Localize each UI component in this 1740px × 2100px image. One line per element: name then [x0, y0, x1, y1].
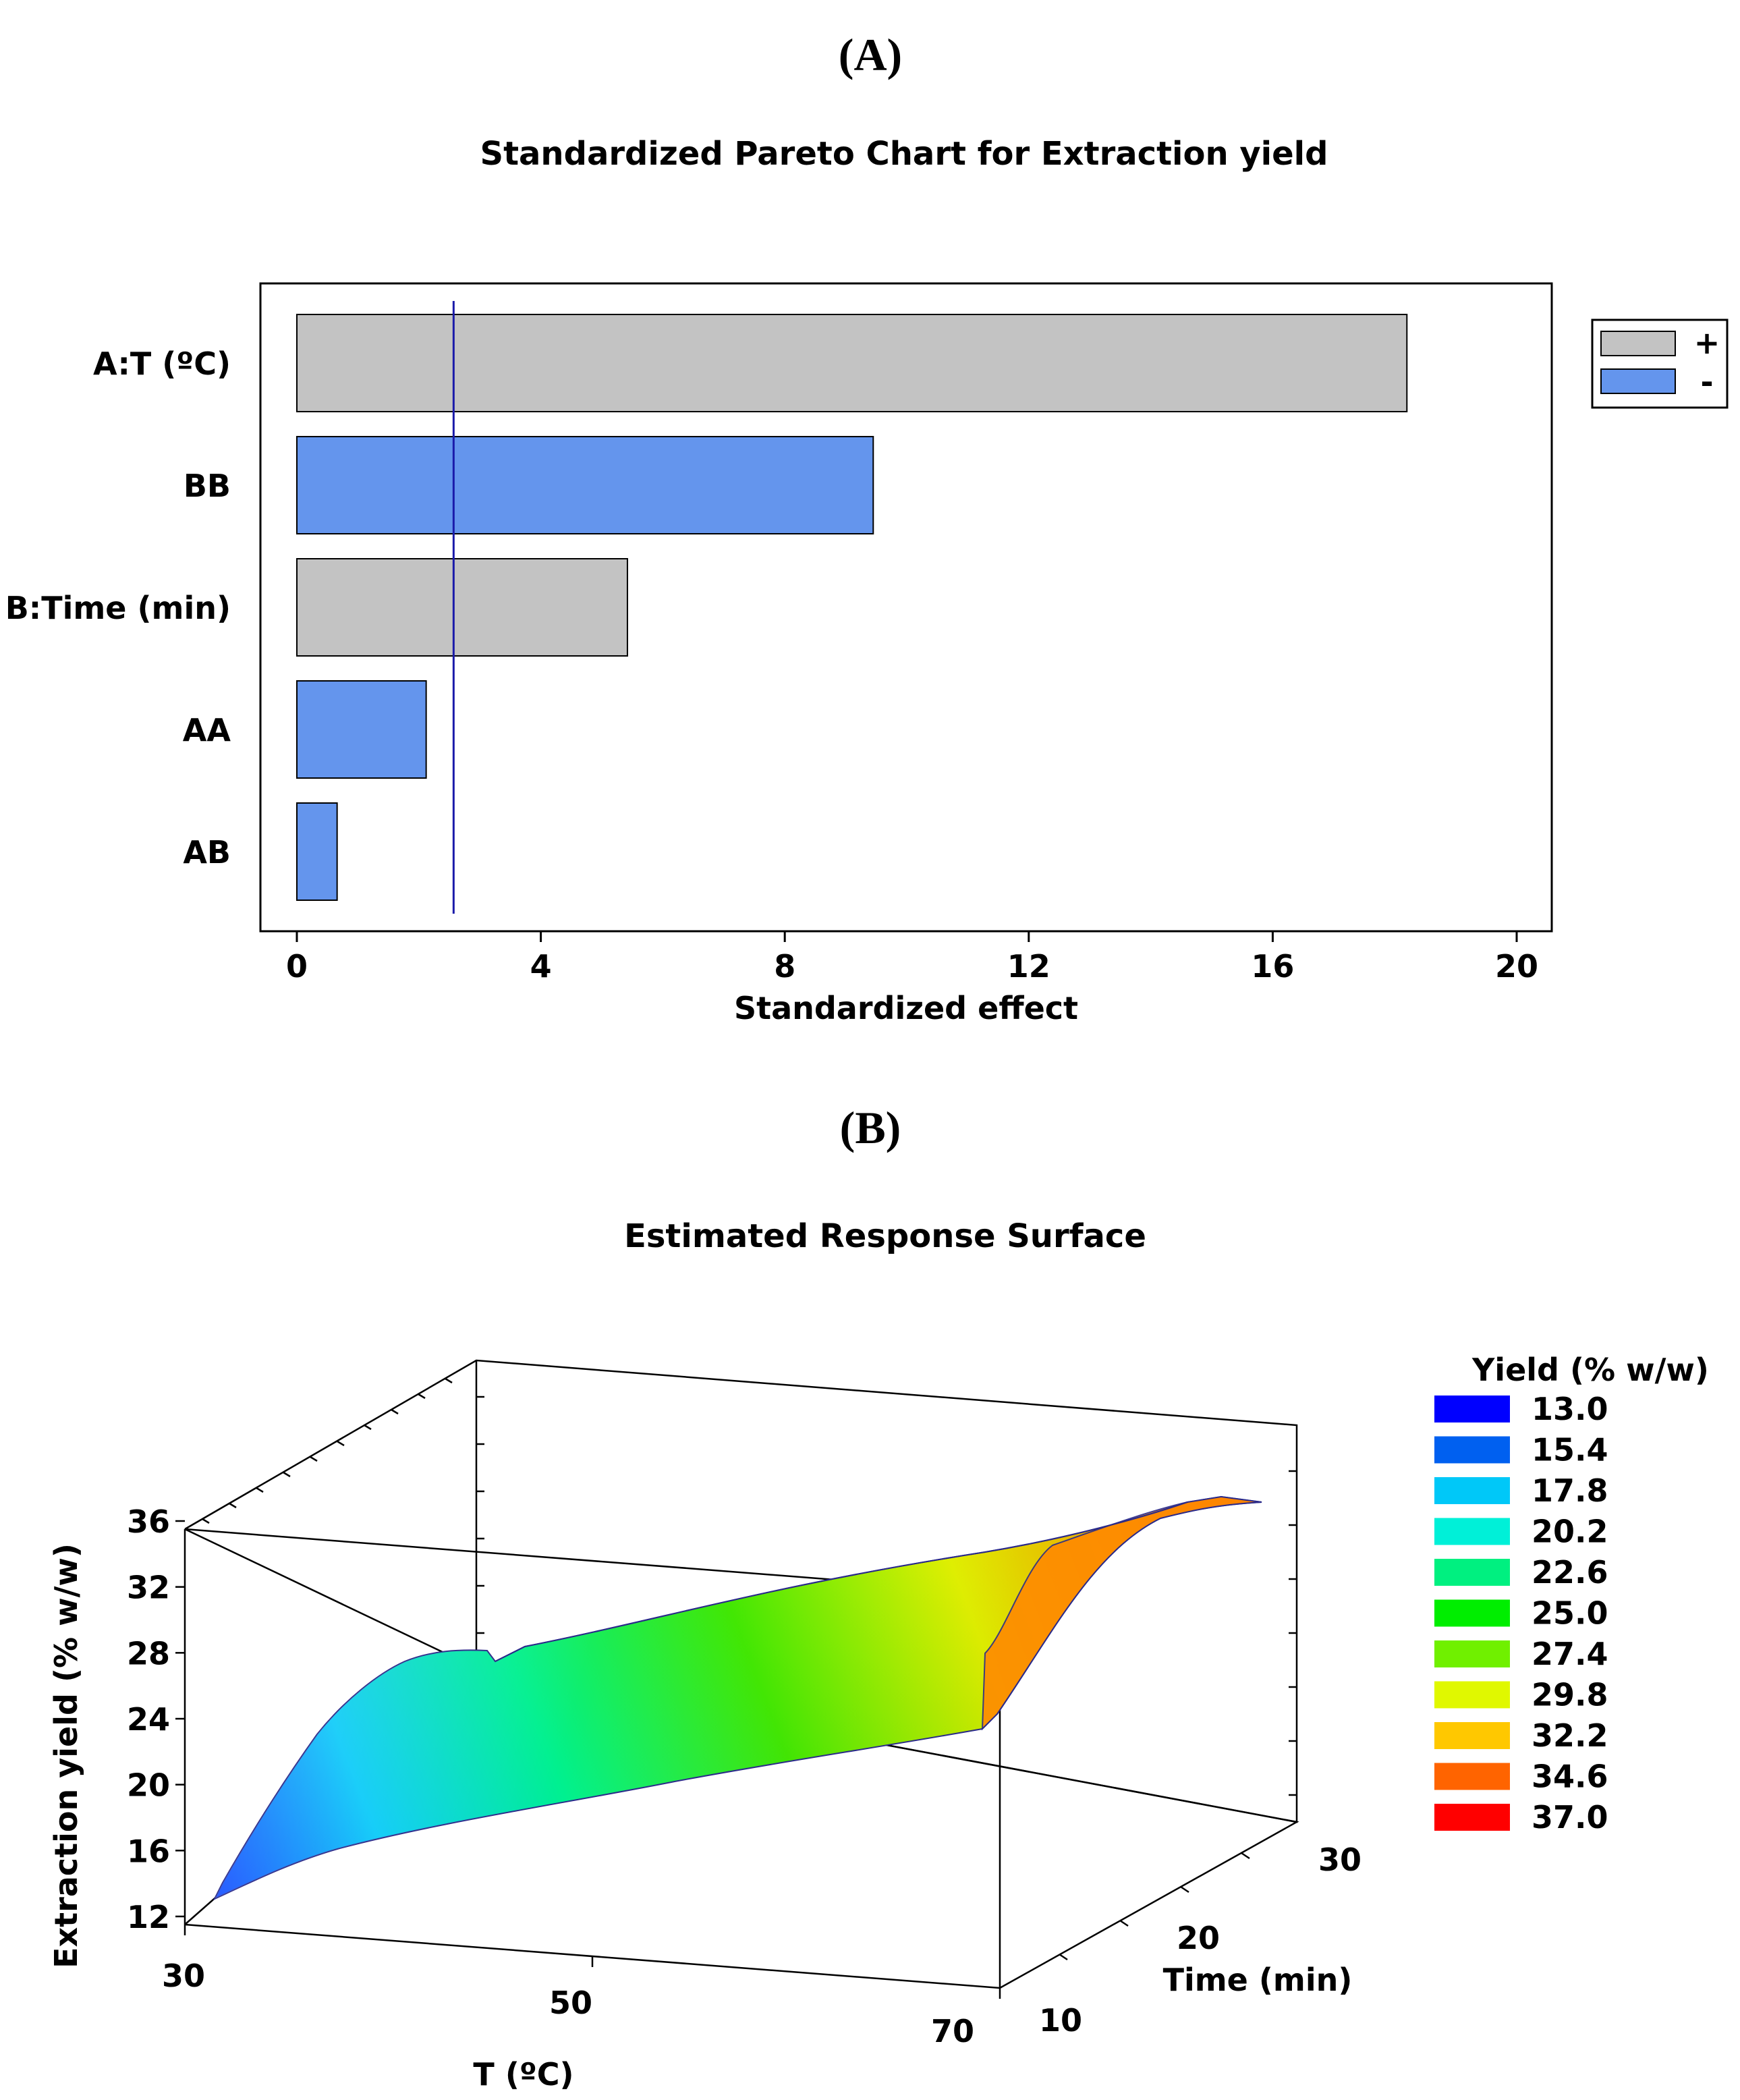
legend-swatch-positive: [1600, 331, 1676, 356]
surface-z-axis-label: Extraction yield (% w/w): [48, 1543, 84, 1968]
pareto-legend: + -: [1591, 319, 1729, 409]
surface-z-tick-label: 28: [127, 1635, 170, 1671]
surface-legend-swatch-0: [1434, 1396, 1510, 1422]
surface-shading: [215, 1497, 1262, 1899]
box-back-panel: [184, 1359, 1298, 1823]
pareto-bar-2: [296, 558, 628, 657]
pareto-panel: (A) Standardized Pareto Chart for Extrac…: [5, 29, 1729, 1026]
pareto-bar-0: [296, 314, 1408, 412]
pareto-x-tick-label: 16: [1251, 948, 1294, 985]
surface-legend-swatch-3: [1434, 1518, 1510, 1545]
surface-color-legend: Yield (% w/w) 13.0 15.4 17.8 20.2 22.6 25.0 27…: [1434, 1352, 1709, 1835]
pareto-bar-4: [296, 802, 338, 901]
pareto-x-ticks: 0 4 8 12 16 20: [286, 931, 1538, 985]
surface-z-tick-label: 36: [127, 1503, 170, 1540]
surface-x-tick-70: 70: [931, 2013, 974, 2049]
pareto-category-label-4: AB: [183, 834, 231, 871]
surface-legend-label-4: 22.6: [1532, 1554, 1608, 1591]
surface-y-tick-30: 30: [1318, 1842, 1362, 1878]
surface-legend-swatch-4: [1434, 1559, 1510, 1586]
pareto-category-labels: A:T (ºC) BB B:Time (min) AA AB: [5, 346, 231, 871]
pareto-category-label-1: BB: [184, 468, 231, 504]
panel-b-label: (B): [840, 1102, 901, 1153]
surface-legend-swatch-6: [1434, 1640, 1510, 1667]
pareto-x-tick-label: 12: [1007, 948, 1050, 985]
pareto-x-axis-label: Standardized effect: [734, 990, 1078, 1026]
surface-x-tick-50: 50: [549, 1985, 592, 2021]
pareto-category-label-2: B:Time (min): [5, 590, 231, 626]
pareto-bars: [296, 301, 1408, 914]
surface-right-face: [981, 1495, 1262, 1731]
pareto-x-tick-label: 0: [286, 948, 308, 985]
surface-legend-swatch-10: [1434, 1804, 1510, 1831]
surface-legend-label-5: 25.0: [1532, 1595, 1608, 1632]
pareto-category-label-0: A:T (ºC): [93, 346, 231, 382]
surface-z-tick-label: 16: [127, 1833, 170, 1869]
surface-y-tick-20: 20: [1177, 1920, 1220, 1956]
pareto-plot-frame: [259, 282, 1553, 933]
surface-legend-label-1: 15.4: [1532, 1432, 1608, 1468]
surface-legend-label-6: 27.4: [1532, 1636, 1608, 1672]
legend-label-negative: -: [1700, 364, 1713, 400]
surface-y-axis-label: Time (min): [1163, 1962, 1353, 1998]
surface-legend-label-9: 34.6: [1532, 1759, 1608, 1795]
surface-z-tick-labels: 12 16 20 24 28 32 36: [127, 1503, 170, 1935]
pareto-x-tick-label: 4: [530, 948, 552, 985]
response-surface: [213, 1495, 1262, 1901]
surface-z-tick-label: 12: [127, 1899, 170, 1935]
surface-x-axis-label: T (ºC): [473, 2056, 573, 2093]
surface-panel: (B) Estimated Response Surface: [48, 1102, 1709, 2093]
surface-legend-label-7: 29.8: [1532, 1677, 1608, 1713]
surface-legend-swatch-7: [1434, 1681, 1510, 1709]
legend-label-positive: +: [1694, 325, 1720, 361]
surface-z-tick-label: 32: [127, 1570, 170, 1606]
surface-title: Estimated Response Surface: [624, 1217, 1146, 1255]
surface-legend-entries: 13.0 15.4 17.8 20.2 22.6 25.0 27.4 29.8 32.2 34.6…: [1434, 1391, 1608, 1835]
surface-legend-swatch-9: [1434, 1763, 1510, 1790]
pareto-bar-1: [296, 436, 874, 534]
surface-legend-label-3: 20.2: [1532, 1514, 1608, 1550]
surface-legend-label-10: 37.0: [1532, 1799, 1608, 1835]
pareto-category-label-3: AA: [183, 712, 231, 748]
surface-legend-swatch-5: [1434, 1599, 1510, 1627]
box-edge-ticks: [184, 1377, 1297, 1999]
surface-z-tick-label: 20: [127, 1767, 170, 1804]
surface-legend-label-8: 32.2: [1532, 1717, 1608, 1754]
pareto-bar-3: [296, 680, 427, 779]
surface-z-ticks: [175, 1520, 185, 1918]
surface-legend-label-2: 17.8: [1532, 1472, 1608, 1509]
surface-z-tick-label: 24: [127, 1701, 170, 1738]
surface-legend-swatch-1: [1434, 1436, 1510, 1464]
surface-legend-swatch-2: [1434, 1477, 1510, 1504]
surface-legend-label-0: 13.0: [1532, 1391, 1608, 1427]
surface-top-ridge: [495, 1501, 1188, 1662]
surface-legend-swatch-8: [1434, 1722, 1510, 1749]
surface-x-tick-30: 30: [162, 1958, 205, 1994]
pareto-x-tick-label: 8: [774, 948, 795, 985]
surface-y-tick-10: 10: [1039, 2002, 1082, 2039]
panel-a-label: (A): [839, 29, 902, 80]
pareto-title: Standardized Pareto Chart for Extraction…: [480, 135, 1328, 173]
surface-legend-title: Yield (% w/w): [1471, 1352, 1709, 1388]
pareto-x-tick-label: 20: [1495, 948, 1538, 985]
legend-swatch-negative: [1600, 368, 1676, 394]
